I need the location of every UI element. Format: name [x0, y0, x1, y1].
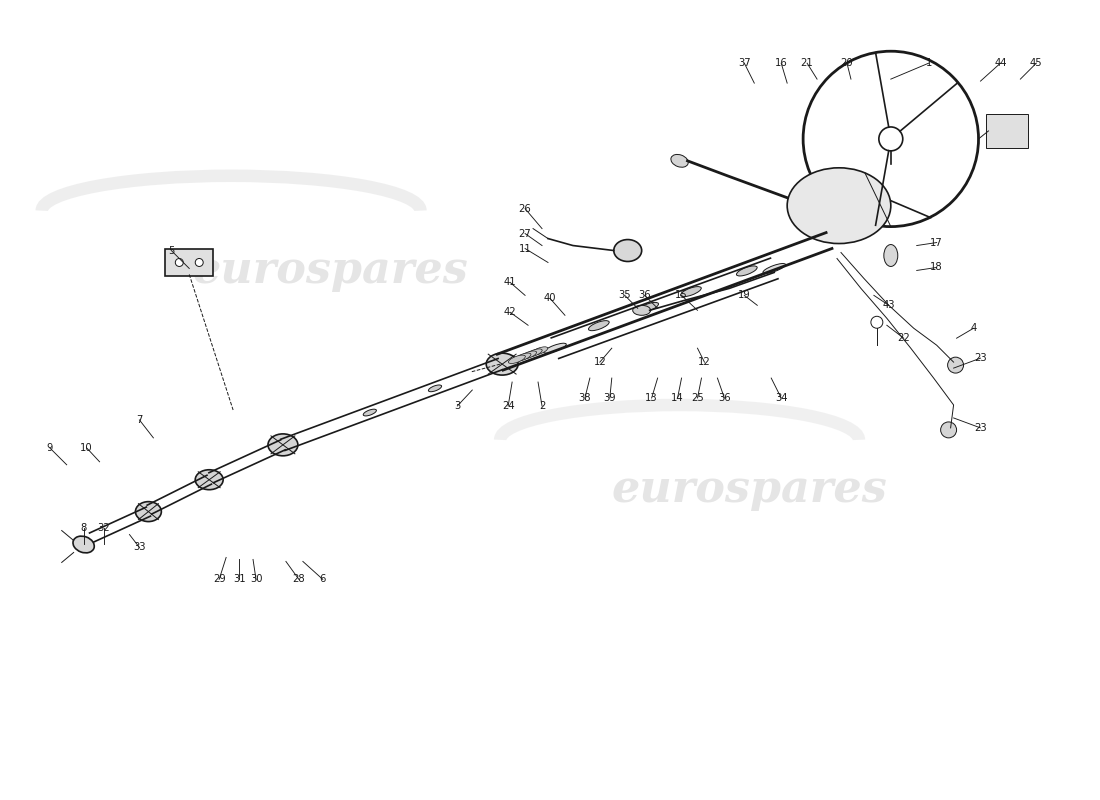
- Text: 14: 14: [671, 393, 684, 403]
- Ellipse shape: [508, 355, 526, 363]
- Text: 7: 7: [136, 415, 143, 425]
- Text: 27: 27: [519, 229, 531, 238]
- Circle shape: [195, 258, 204, 266]
- Text: 42: 42: [504, 307, 517, 318]
- Text: eurospares: eurospares: [192, 249, 469, 292]
- Text: 10: 10: [80, 443, 92, 453]
- Ellipse shape: [737, 266, 757, 276]
- Text: 45: 45: [1030, 58, 1043, 68]
- Text: 23: 23: [975, 423, 987, 433]
- Text: 30: 30: [250, 574, 262, 584]
- Text: 40: 40: [543, 294, 557, 303]
- Text: 26: 26: [519, 204, 531, 214]
- Text: 38: 38: [579, 393, 591, 403]
- Ellipse shape: [135, 502, 162, 522]
- Text: 32: 32: [97, 522, 110, 533]
- Text: 24: 24: [502, 401, 515, 411]
- Ellipse shape: [681, 286, 702, 297]
- Text: 25: 25: [691, 393, 704, 403]
- Ellipse shape: [525, 349, 542, 358]
- Text: 12: 12: [594, 357, 606, 367]
- Ellipse shape: [363, 409, 376, 416]
- Text: 17: 17: [931, 238, 943, 247]
- Ellipse shape: [486, 353, 518, 375]
- Ellipse shape: [543, 343, 566, 353]
- Ellipse shape: [788, 168, 891, 243]
- Text: 15: 15: [675, 290, 688, 300]
- Circle shape: [175, 258, 184, 266]
- Ellipse shape: [588, 321, 609, 330]
- Ellipse shape: [638, 302, 659, 313]
- Text: 35: 35: [618, 290, 631, 300]
- Text: 37: 37: [738, 58, 750, 68]
- FancyBboxPatch shape: [165, 249, 213, 277]
- Text: 11: 11: [519, 243, 531, 254]
- Text: 16: 16: [774, 58, 788, 68]
- Ellipse shape: [632, 306, 650, 315]
- Text: 29: 29: [212, 574, 226, 584]
- Text: 36: 36: [638, 290, 651, 300]
- Text: 36: 36: [718, 393, 730, 403]
- Ellipse shape: [268, 434, 298, 456]
- Text: 8: 8: [80, 522, 87, 533]
- Text: 44: 44: [994, 58, 1006, 68]
- Text: 6: 6: [320, 574, 326, 584]
- Text: 21: 21: [801, 58, 814, 68]
- Ellipse shape: [531, 347, 548, 355]
- FancyBboxPatch shape: [987, 114, 1028, 148]
- Text: 41: 41: [504, 278, 517, 287]
- Text: 4: 4: [970, 323, 977, 334]
- Text: 1: 1: [925, 58, 932, 68]
- Ellipse shape: [514, 353, 531, 362]
- Text: 39: 39: [604, 393, 616, 403]
- Text: 23: 23: [975, 353, 987, 363]
- Text: 34: 34: [774, 393, 788, 403]
- Text: 9: 9: [46, 443, 53, 453]
- Text: 3: 3: [454, 401, 461, 411]
- Circle shape: [871, 316, 883, 328]
- Circle shape: [947, 357, 964, 373]
- Text: 31: 31: [233, 574, 245, 584]
- Text: 43: 43: [882, 300, 895, 310]
- Ellipse shape: [883, 245, 898, 266]
- Circle shape: [879, 127, 903, 151]
- Ellipse shape: [195, 470, 223, 490]
- Text: 18: 18: [931, 262, 943, 273]
- Ellipse shape: [428, 385, 441, 392]
- Text: 12: 12: [698, 357, 711, 367]
- Ellipse shape: [73, 536, 95, 553]
- Ellipse shape: [614, 239, 641, 262]
- Text: 5: 5: [168, 246, 175, 255]
- Text: 33: 33: [133, 542, 145, 553]
- Text: 2: 2: [539, 401, 546, 411]
- Ellipse shape: [763, 263, 785, 274]
- Ellipse shape: [519, 351, 537, 359]
- Circle shape: [940, 422, 957, 438]
- Text: 20: 20: [840, 58, 854, 68]
- Text: 22: 22: [898, 334, 910, 343]
- Text: eurospares: eurospares: [612, 468, 888, 511]
- Text: 13: 13: [646, 393, 658, 403]
- Text: 19: 19: [738, 290, 750, 300]
- Ellipse shape: [671, 154, 689, 167]
- Text: 28: 28: [293, 574, 305, 584]
